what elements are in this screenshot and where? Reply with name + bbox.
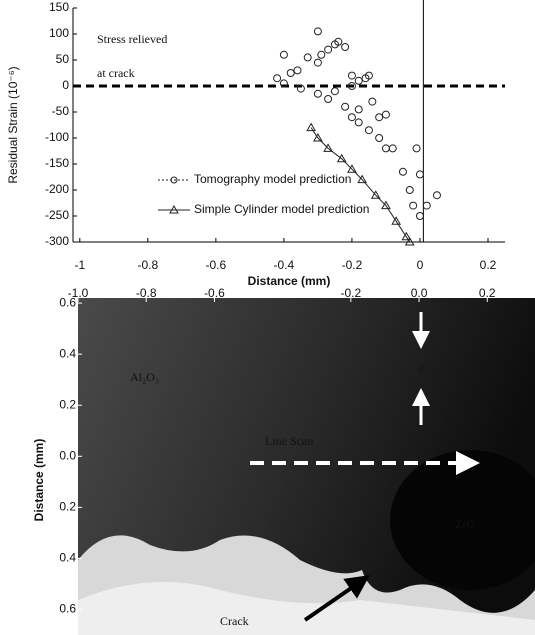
point: [370, 190, 381, 199]
point: [354, 76, 363, 85]
legend-marker: [169, 204, 179, 214]
point: [317, 50, 326, 59]
y-tick-label: 0.0: [59, 448, 76, 462]
x-tick-label: -0.8: [136, 286, 157, 300]
point: [279, 50, 288, 59]
point: [409, 201, 418, 210]
y-axis-label: Residual Strain (10⁻⁶): [6, 66, 20, 183]
point: [313, 27, 322, 36]
y-tick-label: -150: [45, 156, 69, 170]
point: [404, 236, 415, 246]
phase-label: Al₂O₃: [130, 370, 159, 384]
crack-arrow: [303, 575, 370, 622]
point: [354, 105, 363, 114]
point: [273, 74, 282, 83]
y-tick-label: -300: [45, 234, 69, 248]
point: [279, 79, 288, 88]
point: [323, 143, 333, 152]
point: [293, 66, 302, 75]
point: [381, 144, 390, 153]
y-tick-label: -200: [45, 182, 69, 196]
x-axis-label: Distance (mm): [248, 274, 331, 288]
legend-label: Tomography model prediction: [194, 172, 351, 186]
point: [347, 113, 356, 122]
x-tick-label: 0.0: [411, 286, 428, 300]
point: [347, 164, 357, 173]
x-tick-label: 0: [417, 258, 424, 272]
x-tick-label: -1.0: [68, 286, 89, 300]
y-tick-label: 0.2: [59, 397, 76, 411]
point: [334, 37, 343, 46]
x-tick-label: -0.4: [274, 258, 295, 272]
y-tick-label: 50: [56, 52, 70, 66]
point: [354, 118, 363, 127]
point: [336, 153, 347, 163]
point: [286, 69, 295, 77]
y-tick-label: 0.6: [59, 602, 76, 616]
x-tick-label: -0.6: [206, 258, 227, 272]
point: [313, 89, 322, 98]
point: [388, 144, 397, 153]
x-tick-label: -1: [74, 258, 85, 272]
point: [306, 122, 316, 132]
phase-label: ZrO₂: [455, 517, 479, 531]
point: [368, 97, 377, 106]
y-tick-label: 0.6: [59, 295, 76, 309]
point: [296, 84, 305, 93]
y-tick-label: -50: [52, 104, 70, 118]
y-tick-label: 0.2: [59, 500, 76, 514]
point: [364, 71, 373, 80]
x-tick-label: -0.2: [340, 286, 361, 300]
y-tick-label: 0: [62, 78, 69, 92]
point: [324, 45, 333, 54]
point: [381, 200, 391, 210]
annotation: Stress relieved: [97, 32, 167, 46]
x-tick-label: 0.2: [479, 286, 496, 300]
scan-label: Line Scan: [265, 434, 313, 448]
y-axis-label: Distance (mm): [32, 439, 46, 522]
x-tick-label: -0.2: [342, 258, 363, 272]
point: [415, 212, 424, 220]
micrograph: [78, 298, 535, 635]
point: [347, 71, 356, 80]
point: [412, 144, 421, 153]
series-line: [310, 127, 411, 243]
point: [375, 134, 384, 142]
point: [324, 95, 333, 103]
y-tick-label: 0.4: [59, 346, 76, 360]
point: [375, 113, 384, 122]
point: [303, 53, 312, 62]
point: [432, 191, 441, 200]
point: [364, 126, 373, 135]
point: [357, 174, 367, 184]
x-tick-label: -0.8: [137, 258, 158, 272]
point: [313, 58, 322, 67]
x-tick-label: -0.6: [204, 286, 225, 300]
point: [405, 186, 414, 194]
legend-marker: [170, 176, 178, 184]
point: [401, 231, 412, 241]
point: [341, 102, 350, 111]
point: [313, 132, 323, 142]
y-tick-label: 100: [49, 26, 69, 40]
point: [398, 167, 407, 176]
x-tick-label: 0.2: [480, 258, 497, 272]
crack-label: Crack: [220, 614, 249, 628]
y-tick-label: -250: [45, 208, 69, 222]
point: [422, 201, 431, 210]
point: [381, 110, 390, 119]
point: [347, 82, 356, 90]
point: [341, 43, 350, 51]
stress-label: σ: [418, 362, 425, 376]
annotation: at crack: [97, 66, 135, 80]
point: [415, 170, 424, 179]
y-tick-label: 0.4: [59, 551, 76, 565]
y-tick-label: 150: [49, 0, 69, 14]
point: [330, 87, 339, 96]
legend-label: Simple Cylinder model prediction: [194, 202, 369, 216]
point: [391, 216, 402, 225]
y-tick-label: -100: [45, 130, 69, 144]
